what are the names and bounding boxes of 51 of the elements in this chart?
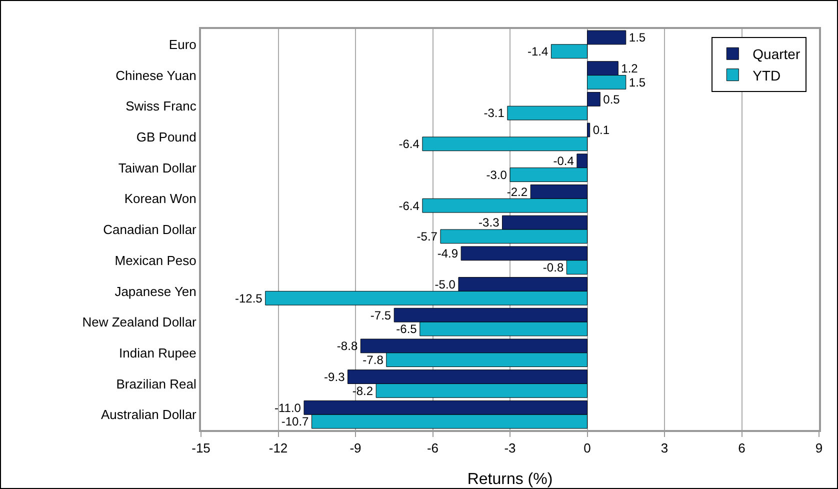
data-label: -0.4	[553, 154, 574, 168]
data-label: -1.4	[527, 44, 548, 59]
data-label: -8.8	[336, 339, 358, 354]
data-label: -2.2	[506, 184, 528, 199]
y-tick-label: Euro	[168, 36, 196, 52]
x-axis-title: Returns (%)	[467, 471, 553, 488]
data-label: -11.0	[274, 400, 302, 415]
x-tick-label: -12	[268, 440, 288, 456]
y-tick-label: Indian Rupee	[119, 345, 196, 360]
data-label: -3.1	[484, 106, 505, 120]
x-tick-label: -9	[350, 440, 362, 456]
data-label: -4.9	[437, 246, 458, 261]
data-label: -9.3	[324, 370, 346, 384]
x-tick-label: -3	[504, 440, 516, 456]
x-tick-label: 6	[738, 440, 746, 456]
data-label: -8.2	[352, 384, 374, 398]
data-label: -3.3	[478, 216, 500, 230]
y-tick-label: Japanese Yen	[114, 284, 196, 299]
data-label: -7.8	[362, 352, 384, 367]
data-label: 1.5	[628, 30, 646, 45]
y-tick-label: New Zealand Dollar	[82, 314, 198, 330]
y-tick-label: Taiwan Dollar	[118, 160, 198, 176]
x-tick-label: -15	[192, 440, 210, 456]
data-label: -6.5	[396, 322, 418, 336]
x-tick-label: 0	[584, 440, 591, 456]
y-tick-label: Chinese Yuan	[116, 68, 196, 83]
y-tick-label: Canadian Dollar	[103, 222, 198, 238]
data-label: 0.5	[603, 92, 620, 106]
data-label: -12.5	[234, 291, 263, 306]
data-label: 0.1	[592, 123, 610, 138]
data-label: -3.0	[486, 168, 508, 182]
y-tick-label: Brazilian Real	[116, 376, 197, 392]
x-tick-label: 9	[815, 440, 823, 456]
data-label: -5.0	[434, 277, 456, 292]
data-label: -6.4	[398, 198, 420, 213]
x-tick-label: 3	[660, 440, 668, 456]
data-label: -10.7	[281, 414, 310, 429]
y-tick-label: Swiss Franc	[126, 98, 197, 114]
data-label: 1.5	[628, 75, 646, 90]
data-label: -6.4	[398, 137, 420, 152]
y-tick-label: Australian Dollar	[101, 407, 198, 422]
x-tick-label: -6	[426, 440, 439, 456]
legend-label: YTD	[752, 67, 781, 84]
y-tick-label: GB Pound	[136, 130, 196, 145]
y-tick-label: Mexican Peso	[114, 252, 196, 268]
data-label: -7.5	[370, 308, 392, 322]
y-tick-label: Korean Won	[124, 191, 196, 206]
legend-label: Quarter	[752, 46, 800, 62]
data-label: -0.8	[542, 260, 564, 274]
data-label: 1.2	[621, 61, 638, 76]
data-label: -5.7	[416, 230, 438, 244]
